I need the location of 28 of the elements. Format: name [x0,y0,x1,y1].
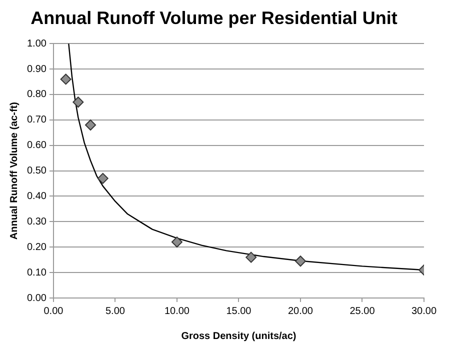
point [85,120,96,131]
y-tick-label: 0.30 [26,216,47,228]
y-tick-label: 0.00 [26,292,47,304]
y-tick-label: 0.60 [26,140,47,152]
y-tick-label: 0.40 [26,190,47,202]
chart-title: Annual Runoff Volume per Residential Unit [30,8,398,28]
x-tick-label: 30.00 [411,306,437,317]
point [171,236,182,248]
x-tick-label: 10.00 [164,306,190,317]
y-tick-label: 0.70 [26,114,47,126]
y-tick-label: 0.10 [26,267,47,278]
x-tick-label: 15.00 [226,306,252,317]
point [60,74,72,85]
point [246,252,257,263]
x-tick-label: 5.00 [105,306,126,317]
y-tick-label: 0.50 [26,166,47,177]
x-axis-title: Gross Density (units/ac) [181,330,296,342]
y-axis-title: Annual Runoff Volume (ac-ft) [8,102,20,240]
y-tick-label: 1.00 [26,38,47,50]
point [72,96,84,108]
y-tick-label: 0.90 [26,64,47,75]
x-tick-label: 0.00 [44,306,64,317]
x-tick-label: 25.00 [350,306,376,317]
point [97,172,108,184]
y-tick-label: 0.80 [26,89,47,100]
x-tick-label: 20.00 [288,306,314,317]
point [294,256,306,267]
y-tick-label: 0.20 [26,242,47,253]
